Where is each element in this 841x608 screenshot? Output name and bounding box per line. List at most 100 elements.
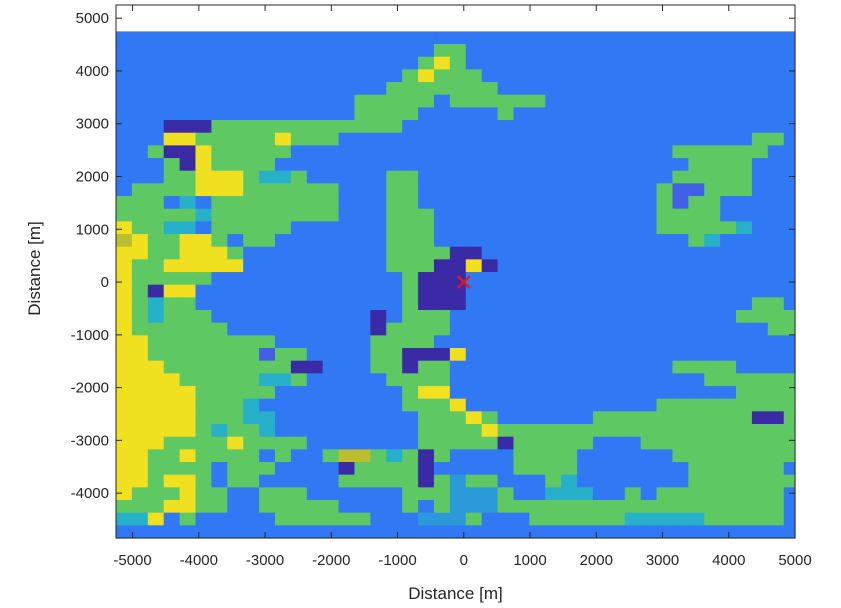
heatmap-cell xyxy=(338,234,356,248)
heatmap-cell xyxy=(131,94,149,108)
heatmap-cell xyxy=(497,208,515,222)
heatmap-cell xyxy=(736,398,753,412)
heatmap-cell xyxy=(592,31,610,45)
heatmap-cell xyxy=(306,512,324,526)
heatmap-cell xyxy=(736,208,753,222)
heatmap-cell xyxy=(513,525,530,539)
heatmap-cell xyxy=(704,449,721,463)
heatmap-cell xyxy=(354,170,371,184)
heatmap-cell xyxy=(338,259,356,273)
heatmap-cell xyxy=(481,322,499,336)
heatmap-cell xyxy=(402,120,419,134)
heatmap-cell xyxy=(767,145,785,159)
heatmap-cell xyxy=(195,132,212,146)
heatmap-cell xyxy=(720,525,737,539)
heatmap-cell xyxy=(688,284,705,298)
heatmap-cell xyxy=(227,284,244,298)
heatmap-cell xyxy=(561,31,578,45)
heatmap-cell xyxy=(751,44,769,58)
heatmap-cell xyxy=(592,322,610,336)
heatmap-cell xyxy=(116,132,133,146)
heatmap-cell xyxy=(259,170,276,184)
heatmap-cell xyxy=(736,500,753,514)
heatmap-cell xyxy=(163,310,181,324)
heatmap-cell xyxy=(163,145,181,159)
heatmap-cell xyxy=(720,297,737,311)
heatmap-cell xyxy=(386,398,403,412)
heatmap-cell xyxy=(577,272,594,286)
heatmap-cell xyxy=(195,500,212,514)
heatmap-cell xyxy=(513,449,530,463)
heatmap-cell xyxy=(783,335,796,349)
heatmap-cell xyxy=(306,398,324,412)
heatmap-cell xyxy=(720,462,737,476)
heatmap-cell xyxy=(561,500,578,514)
heatmap-cell xyxy=(656,120,674,134)
heatmap-cell xyxy=(465,322,483,336)
heatmap-cell xyxy=(561,373,578,387)
heatmap-cell xyxy=(402,221,419,235)
heatmap-cell xyxy=(704,259,721,273)
heatmap-cell xyxy=(211,82,228,96)
heatmap-cell xyxy=(338,183,356,197)
heatmap-cell xyxy=(386,487,403,501)
heatmap-cell xyxy=(163,132,181,146)
heatmap-cell xyxy=(624,335,642,349)
heatmap-cell xyxy=(433,487,451,501)
heatmap-cell xyxy=(592,69,610,83)
heatmap-cell xyxy=(513,132,530,146)
heatmap-cell xyxy=(624,297,642,311)
heatmap-cell xyxy=(513,158,530,172)
heatmap-cell xyxy=(561,82,578,96)
heatmap-cell xyxy=(338,246,356,260)
heatmap-cell xyxy=(640,69,658,83)
heatmap-cell xyxy=(147,259,165,273)
heatmap-cell xyxy=(608,69,626,83)
heatmap-cell xyxy=(783,94,796,108)
heatmap-cell xyxy=(131,310,149,324)
heatmap-cell xyxy=(656,512,674,526)
heatmap-cell xyxy=(147,360,165,374)
heatmap-cell xyxy=(306,310,324,324)
y-axis-label: Distance [m] xyxy=(25,221,44,315)
heatmap-cell xyxy=(767,436,785,450)
heatmap-cell xyxy=(131,107,149,121)
heatmap-cell xyxy=(529,449,546,463)
heatmap-cell xyxy=(640,31,658,45)
heatmap-cell xyxy=(116,259,133,273)
heatmap-cell xyxy=(163,107,181,121)
heatmap-cell xyxy=(592,436,610,450)
y-tick-label: 5000 xyxy=(76,10,109,27)
heatmap-cell xyxy=(529,120,546,134)
heatmap-cell xyxy=(767,208,785,222)
heatmap-cell xyxy=(290,107,308,121)
heatmap-cell xyxy=(736,259,753,273)
heatmap-cell xyxy=(386,246,403,260)
heatmap-cell xyxy=(561,69,578,83)
heatmap-cell xyxy=(465,145,483,159)
heatmap-cell xyxy=(227,398,244,412)
heatmap-cell xyxy=(211,335,228,349)
heatmap-cell xyxy=(465,272,483,286)
heatmap-cell xyxy=(624,373,642,387)
heatmap-cell xyxy=(274,145,292,159)
heatmap-cell xyxy=(386,158,403,172)
heatmap-cell xyxy=(736,449,753,463)
heatmap-cell xyxy=(513,411,530,425)
heatmap-cell xyxy=(163,449,181,463)
heatmap-cell xyxy=(274,221,292,235)
heatmap-cell xyxy=(704,56,721,70)
heatmap-cell xyxy=(306,120,324,134)
heatmap-cell xyxy=(179,360,197,374)
heatmap-cell xyxy=(386,424,403,438)
heatmap-cell xyxy=(433,284,451,298)
heatmap-cell xyxy=(577,120,594,134)
heatmap-cell xyxy=(608,424,626,438)
heatmap-cell xyxy=(672,158,689,172)
heatmap-cell xyxy=(481,145,499,159)
heatmap-cell xyxy=(274,246,292,260)
heatmap-cell xyxy=(672,284,689,298)
heatmap-cell xyxy=(767,525,785,539)
heatmap-cell xyxy=(465,360,483,374)
heatmap-cell xyxy=(211,462,228,476)
